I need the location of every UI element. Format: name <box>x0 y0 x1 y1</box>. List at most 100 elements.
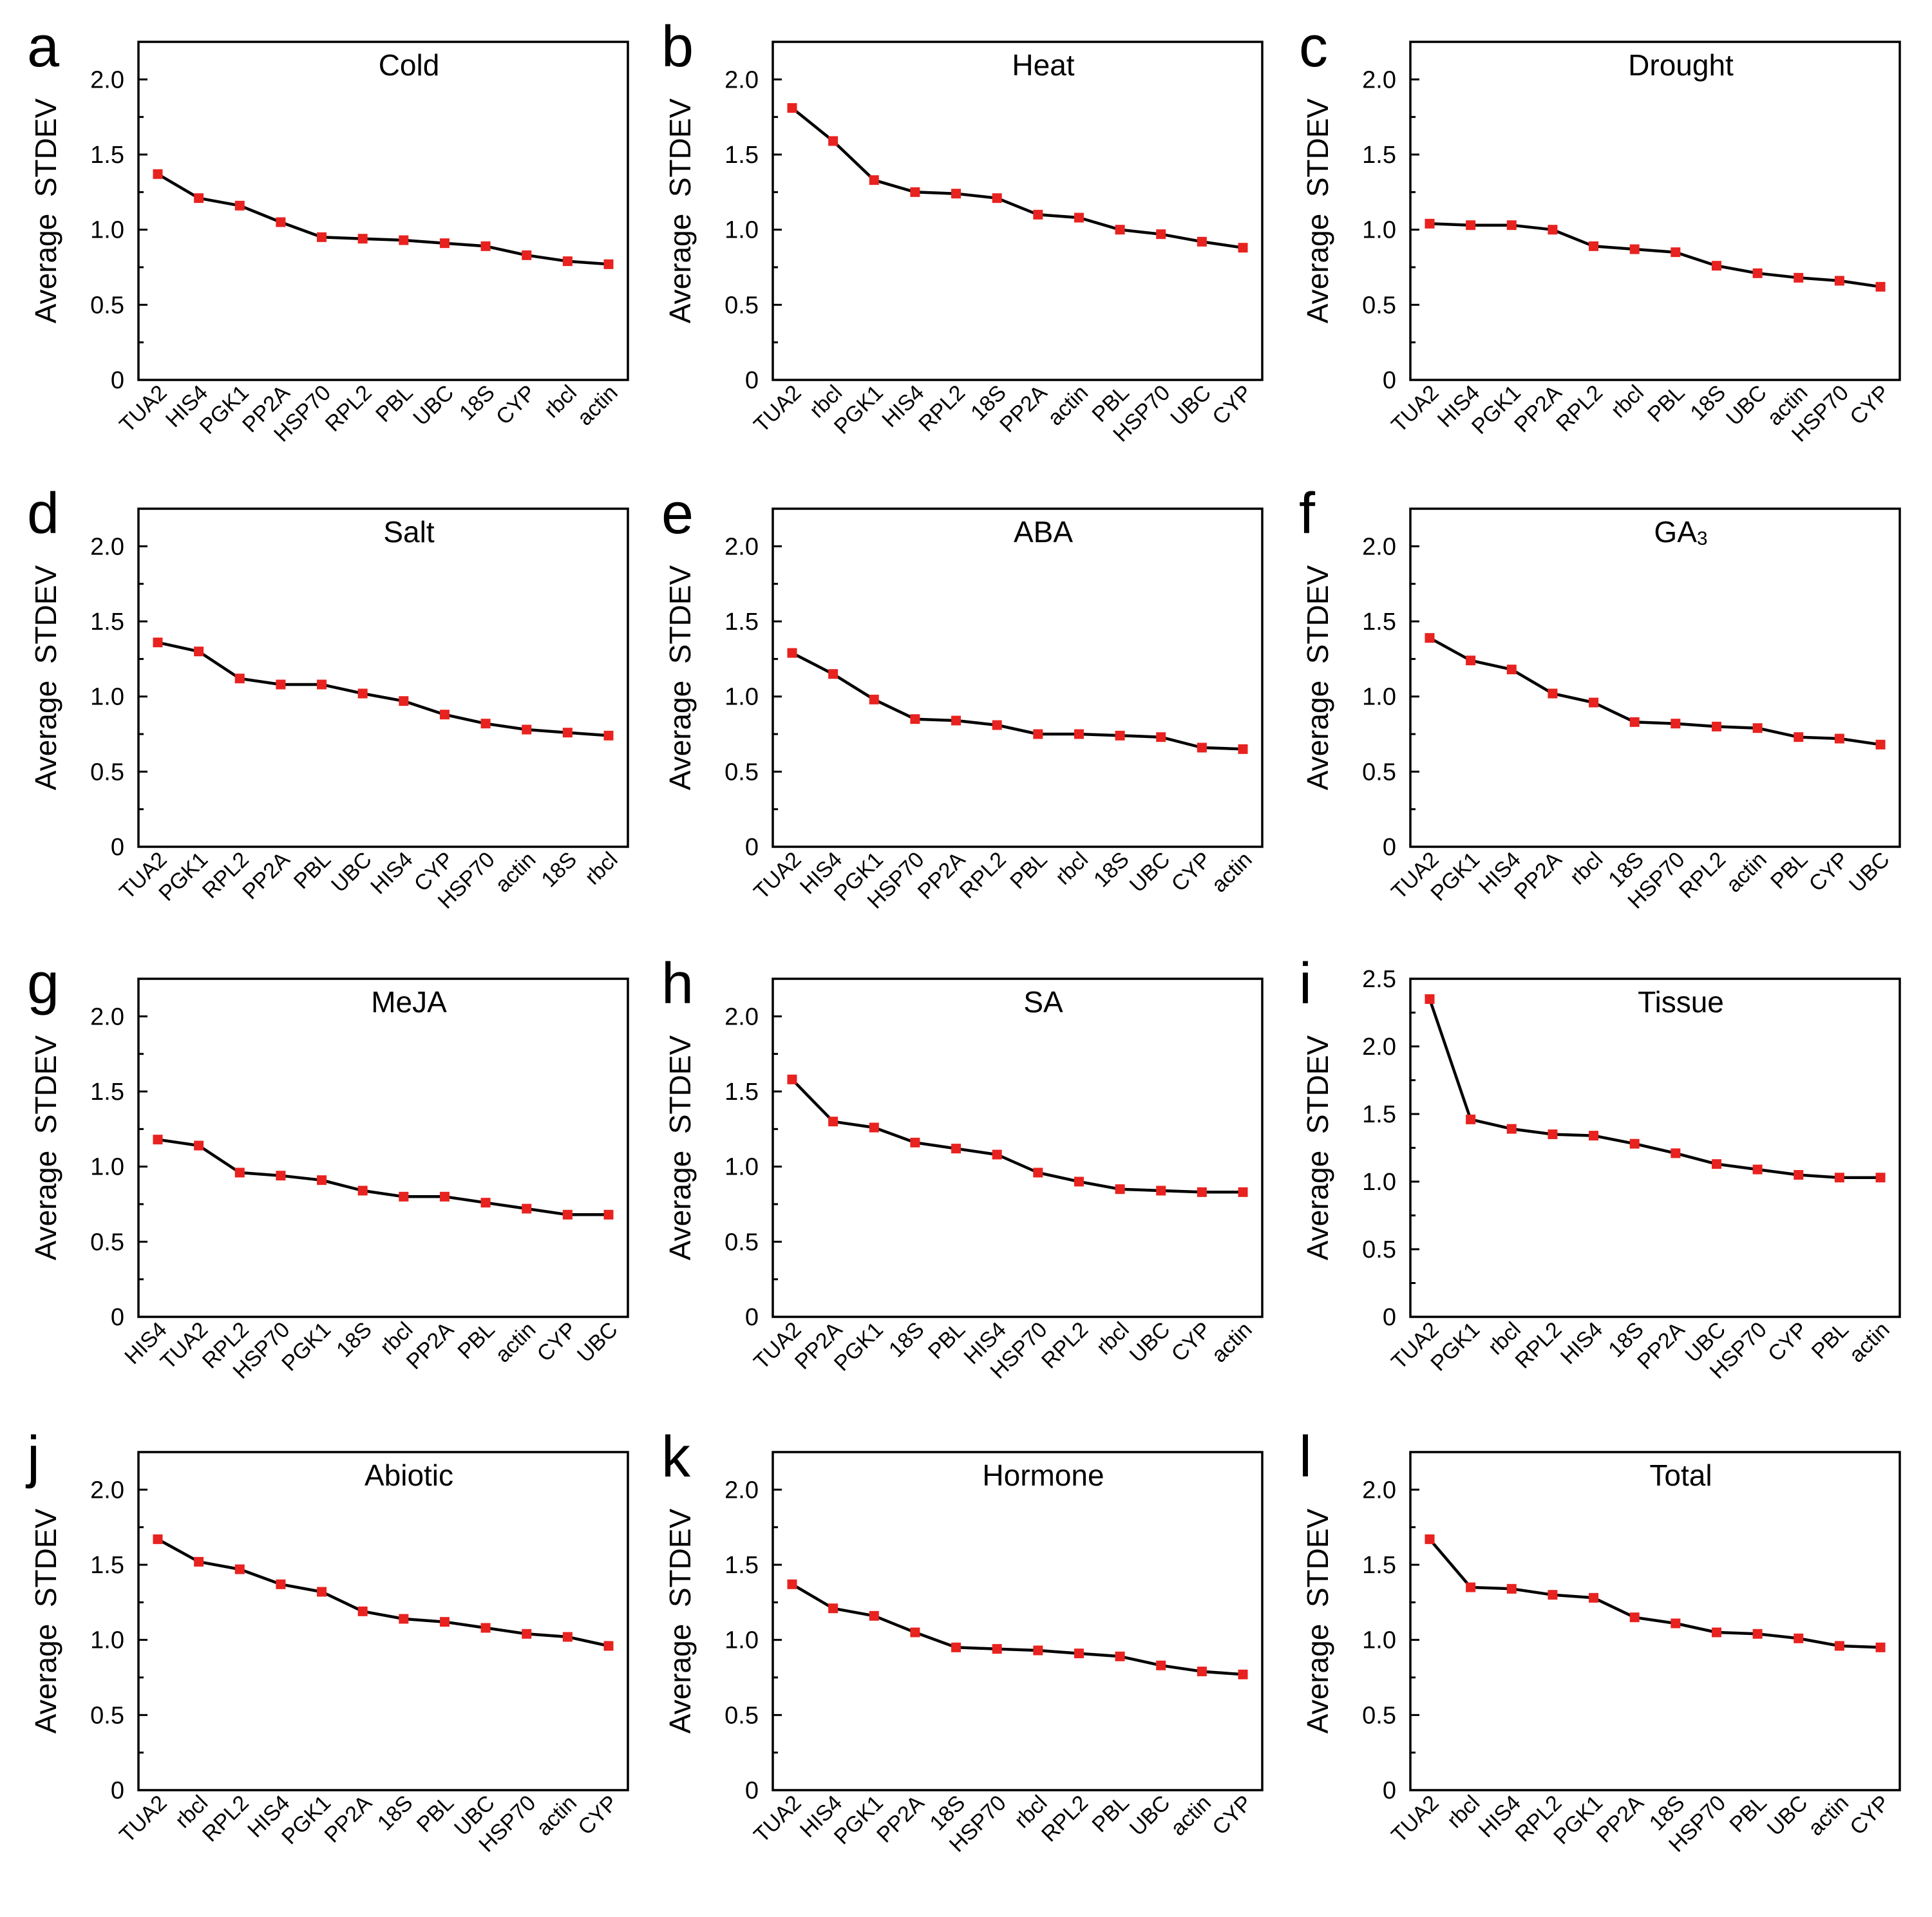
y-tick-label: 1.0 <box>724 1627 759 1654</box>
x-tick-label: UBC <box>573 1317 623 1368</box>
data-point <box>1834 1641 1844 1651</box>
panel-letter: j <box>27 1425 40 1489</box>
x-tick-label: UBC <box>1844 847 1895 898</box>
x-tick-label: TUA2 <box>156 1317 213 1374</box>
data-point <box>1711 1159 1721 1169</box>
data-point <box>317 1175 327 1185</box>
y-tick-label: 0.5 <box>1362 1236 1396 1263</box>
data-point <box>1752 723 1763 733</box>
data-point <box>992 1149 1002 1160</box>
y-tick-label: 1.5 <box>1362 609 1396 636</box>
y-tick-label: 0 <box>111 1304 124 1331</box>
x-tick-label: actin <box>1166 1791 1216 1841</box>
data-point <box>1875 739 1886 750</box>
data-point <box>1115 225 1125 235</box>
series-line <box>1428 636 1881 746</box>
x-tick-label: PBL <box>412 1791 459 1837</box>
series-line <box>791 106 1244 249</box>
y-tick-label: 1.5 <box>724 609 759 636</box>
chart-title: Cold <box>379 48 440 82</box>
chart-title-text: Hormone <box>982 1459 1104 1492</box>
data-point <box>828 1117 838 1127</box>
series-line <box>1428 998 1880 1179</box>
chart-title: Abiotic <box>365 1459 453 1492</box>
y-tick-label: 0 <box>111 834 124 861</box>
x-tick-label: actin <box>1844 1317 1895 1368</box>
y-tick-label: 1.5 <box>90 1552 124 1579</box>
y-tick-label: 0 <box>1383 1304 1396 1331</box>
data-point <box>603 730 614 741</box>
y-axis-label: Average STDEV <box>29 1035 62 1260</box>
panel-d: d 0 0.5 1.0 1.5 2.0 Average STDEV Salt TUA2 PGK1 R… <box>0 467 644 943</box>
data-point <box>1033 1167 1043 1178</box>
chart-title: Total <box>1649 1459 1712 1492</box>
y-tick-label: 1.5 <box>724 142 759 169</box>
chart-title: GA3 <box>1654 515 1707 549</box>
data-point <box>910 1627 920 1638</box>
data-point <box>1466 1114 1476 1124</box>
data-point <box>399 696 409 706</box>
x-tick-label: UBC <box>1125 847 1175 898</box>
data-point <box>1794 1633 1804 1643</box>
y-tick-label: 1.5 <box>90 609 124 636</box>
x-tick-label: actin <box>1721 847 1772 898</box>
data-point <box>1711 721 1721 732</box>
panel-letter: c <box>1299 15 1328 79</box>
data-point <box>522 1204 532 1214</box>
panel-c: c 0 0.5 1.0 1.5 2.0 Average STDEV Drought TUA2 HI… <box>1272 0 1916 477</box>
data-point <box>828 669 838 679</box>
data-point <box>522 724 532 735</box>
data-point <box>234 200 245 211</box>
x-tick-label: UBC <box>1125 1791 1175 1841</box>
data-point <box>869 1610 879 1621</box>
x-tick-label: CYP <box>1763 1317 1812 1366</box>
data-point <box>194 1556 204 1567</box>
data-point <box>1197 742 1207 753</box>
x-tick-label: CYP <box>573 1791 622 1840</box>
x-tick-label: actin <box>491 1317 541 1368</box>
y-tick-label: 1.0 <box>90 684 124 711</box>
x-tick-label: CYP <box>1804 847 1853 896</box>
y-tick-label: 0.5 <box>724 1229 759 1256</box>
chart-title-text: Salt <box>383 515 434 549</box>
data-point <box>910 187 920 197</box>
x-tick-label: actin <box>1803 1791 1853 1841</box>
data-point <box>1794 272 1804 283</box>
y-tick-label: 1.5 <box>1362 142 1396 169</box>
data-point <box>194 647 204 657</box>
data-point <box>1794 1170 1804 1180</box>
data-point <box>910 714 920 724</box>
y-tick-label: 1.0 <box>1362 1169 1396 1196</box>
panel-f: f 0 0.5 1.0 1.5 2.0 Average STDEV GA3 TUA2 PGK1 HI… <box>1272 467 1916 943</box>
data-point <box>1671 719 1681 729</box>
panel-k: k 0 0.5 1.0 1.5 2.0 Average STDEV Hormone TUA2 HI… <box>634 1410 1278 1887</box>
x-tick-label: CYP <box>1845 1791 1894 1840</box>
data-point <box>1548 1129 1558 1139</box>
x-tick-label: CYP <box>533 1317 582 1366</box>
y-axis-label: Average STDEV <box>1301 1035 1334 1260</box>
panel-letter: e <box>661 482 694 546</box>
x-tick-label: PP2A <box>913 847 971 905</box>
plot-frame <box>137 977 629 1318</box>
y-tick-label: 0.5 <box>1362 292 1396 319</box>
data-point <box>603 1209 614 1220</box>
panel-letter: i <box>1299 952 1312 1016</box>
data-point <box>1752 268 1763 278</box>
x-tick-label: actin <box>573 381 623 431</box>
panel-b: b 0 0.5 1.0 1.5 2.0 Average STDEV Heat TUA2 rbcl P… <box>634 0 1278 477</box>
data-point <box>1156 1660 1166 1670</box>
data-point <box>603 1641 614 1651</box>
y-tick-label: 0 <box>1383 834 1396 861</box>
x-tick-label: UBC <box>1721 381 1772 431</box>
data-point <box>992 193 1002 203</box>
data-point <box>787 648 797 658</box>
chart-title: MeJA <box>371 985 447 1019</box>
panel-letter: f <box>1299 482 1316 546</box>
x-tick-label: 18S <box>455 381 500 426</box>
series-line <box>1429 222 1881 288</box>
plot-frame <box>772 1451 1264 1791</box>
data-point <box>234 1564 245 1574</box>
data-point <box>1156 732 1166 742</box>
